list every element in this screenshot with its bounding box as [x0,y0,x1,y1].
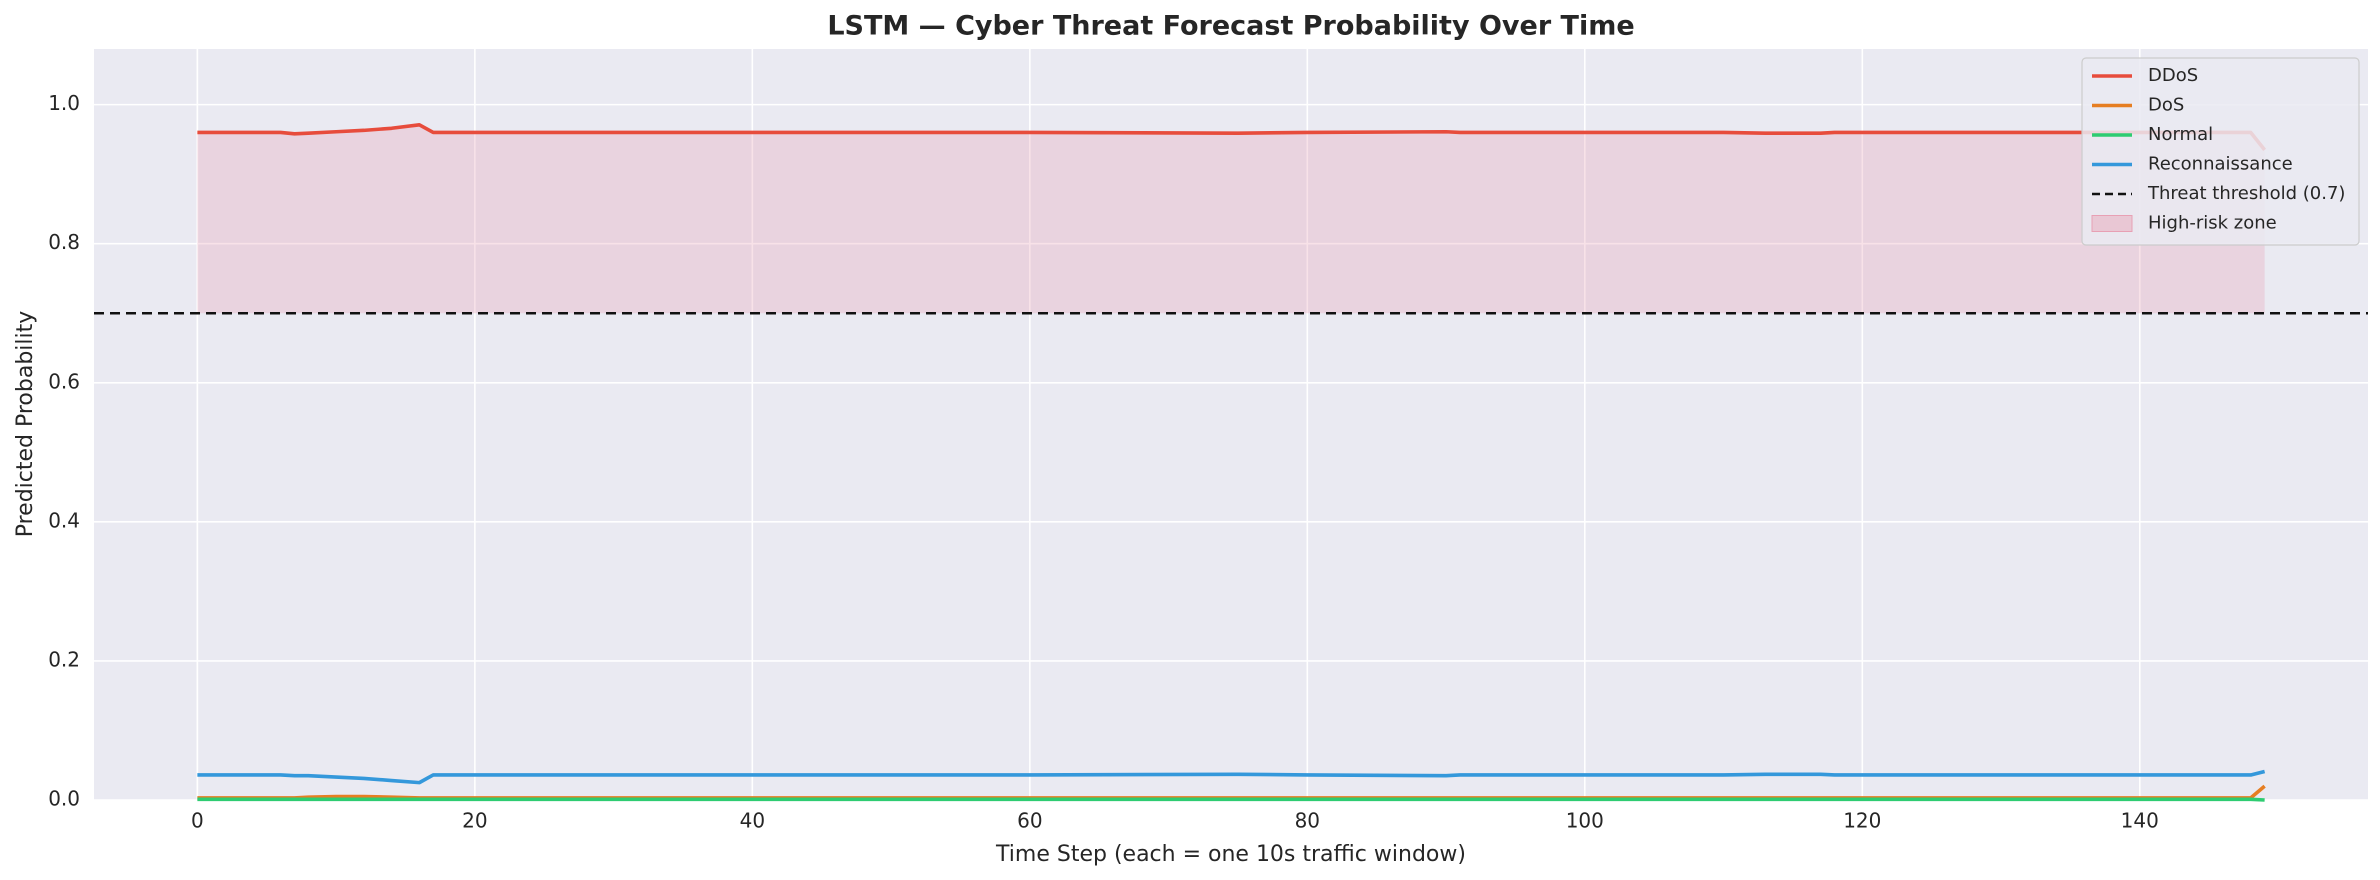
y-tick-label: 1.0 [48,91,80,115]
x-tick-label: 40 [740,809,765,833]
legend-label: High-risk zone [2148,213,2277,234]
chart-title: LSTM — Cyber Threat Forecast Probability… [827,11,1634,42]
y-axis-label: Predicted Probability [13,311,38,538]
x-tick-label: 20 [462,809,487,833]
legend-swatch [2091,215,2133,232]
series-line [197,122,2267,151]
y-tick-label: 0.2 [48,647,80,671]
legend-label: DDoS [2148,65,2198,86]
series-line [197,797,2265,802]
y-tick-label: 0.0 [48,787,80,811]
legend-label: Reconnaissance [2148,154,2293,175]
y-tick-label: 0.8 [48,230,80,254]
y-tick-label: 0.6 [48,369,80,393]
plot-background [94,49,2368,800]
x-axis-label: Time Step (each = one 10s traffic window… [995,842,1466,867]
legend-label: DoS [2148,95,2184,116]
high-risk-zone [197,124,2265,314]
x-tick-label: 80 [1295,809,1320,833]
x-tick-label: 140 [2121,809,2159,833]
x-tick-label: 0 [191,809,204,833]
series-line [197,769,2266,785]
legend-label: Threat threshold (0.7) [2147,183,2345,204]
legend-label: Normal [2148,124,2213,145]
x-tick-label: 60 [1017,809,1042,833]
legend-box [2081,57,2360,246]
x-tick-label: 100 [1566,809,1604,833]
y-tick-label: 0.4 [48,508,80,532]
x-tick-label: 120 [1843,809,1881,833]
